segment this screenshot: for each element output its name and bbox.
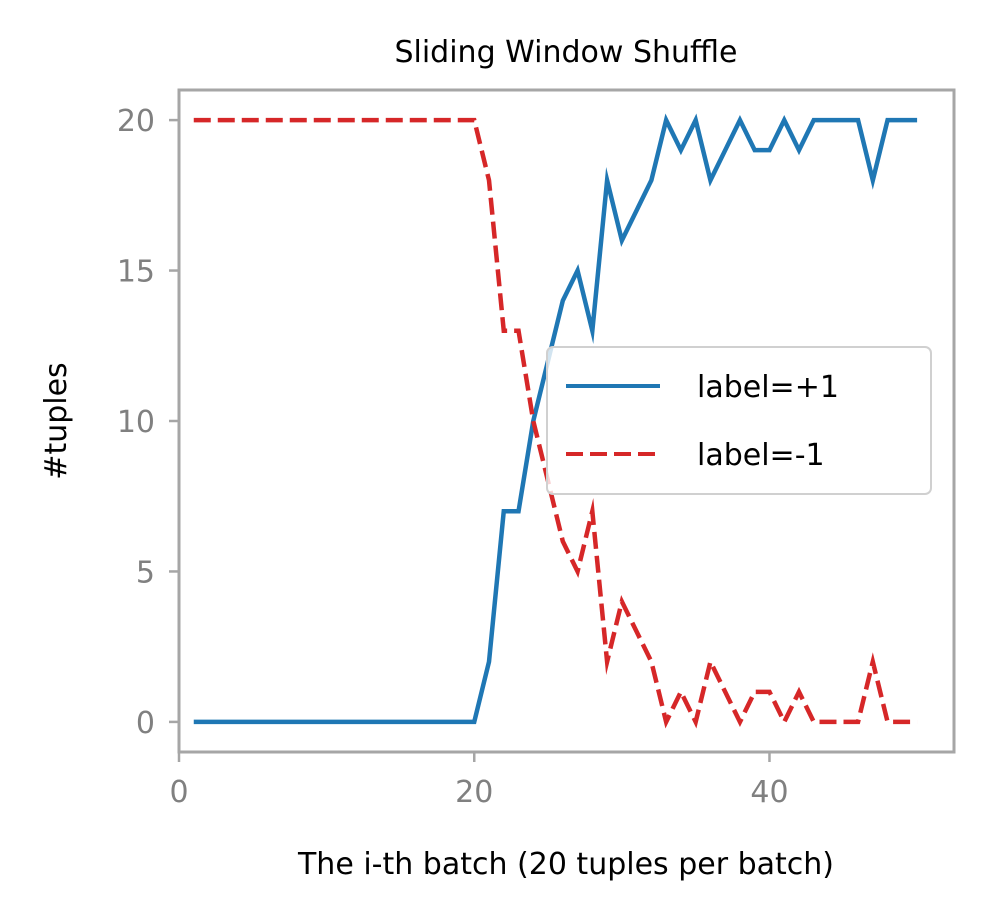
y-tick-label: 5 <box>136 555 155 590</box>
series-line-label-plus-1 <box>193 113 918 725</box>
legend-entry-label-plus-1: label=+1 <box>697 370 839 405</box>
x-tick-label: 40 <box>750 775 788 810</box>
series-line-label-minus-1 <box>193 117 918 729</box>
x-axis-ticks: 0 20 40 <box>169 752 789 810</box>
y-tick-label: 0 <box>136 706 155 741</box>
legend-entry-label-minus-1: label=-1 <box>697 438 825 473</box>
series-layer <box>193 113 918 729</box>
x-tick-label: 20 <box>455 775 493 810</box>
x-tick-label: 0 <box>169 775 188 810</box>
y-axis-label: #tuples <box>39 362 74 479</box>
legend: label=+1 label=-1 <box>546 346 932 495</box>
y-tick-label: 10 <box>117 405 155 440</box>
legend-box <box>546 346 932 495</box>
y-tick-label: 15 <box>117 255 155 290</box>
y-axis-ticks: 0 5 10 15 20 <box>117 104 179 741</box>
x-axis-label: The i-th batch (20 tuples per batch) <box>297 847 834 882</box>
chart-title: Sliding Window Shuffle <box>394 35 737 70</box>
y-tick-label: 20 <box>117 104 155 139</box>
